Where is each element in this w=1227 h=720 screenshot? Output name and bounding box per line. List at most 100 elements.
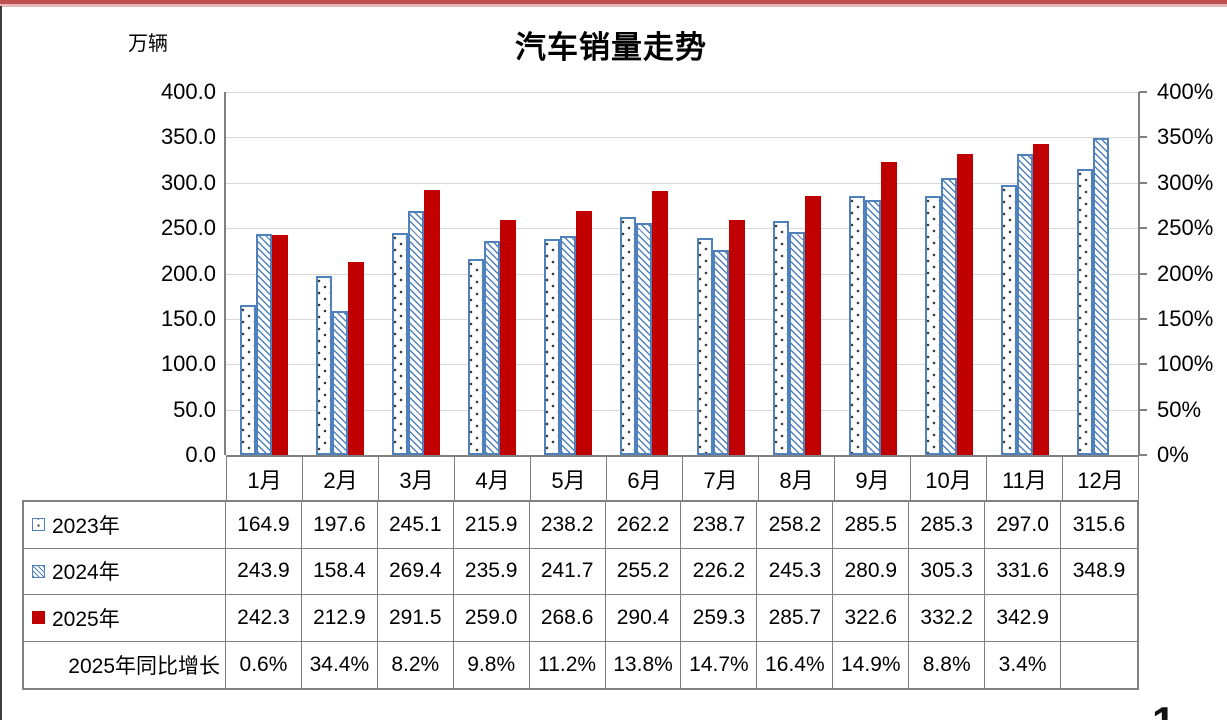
table-cell: 3.4% — [985, 641, 1062, 688]
table-cell: 332.2 — [909, 595, 986, 642]
x-axis-label: 12月 — [1063, 457, 1139, 500]
bar-2023年-11月 — [1000, 185, 1017, 455]
table-cell: 305.3 — [909, 548, 986, 595]
axis-unit-label: 万辆 — [128, 33, 168, 55]
table-cell: 13.8% — [606, 641, 682, 688]
legend-swatch-dotted — [32, 518, 45, 532]
bar-2025年-11月 — [1032, 143, 1049, 455]
grid-line — [226, 137, 1139, 139]
x-axis-label: 4月 — [455, 457, 531, 500]
table-cell: 262.2 — [605, 502, 682, 549]
table-cell: 241.7 — [529, 548, 606, 595]
bar-2023年-6月 — [620, 217, 637, 455]
table-cell: 11.2% — [530, 641, 606, 688]
table-row-label: 2024年 — [24, 548, 226, 595]
table-cell: 8.2% — [378, 641, 454, 688]
table-row-label: 2025年同比增长 — [24, 641, 226, 688]
table-cell: 8.8% — [909, 641, 986, 688]
bar-2023年-10月 — [924, 196, 941, 455]
table-cell — [1061, 642, 1137, 689]
table-row-label: 2025年 — [24, 595, 226, 642]
y2-axis-tick-label: 250% — [1157, 215, 1214, 241]
y2-axis-tick-mark — [1139, 91, 1147, 93]
grid-line — [226, 409, 1139, 411]
bar-2025年-8月 — [804, 195, 821, 455]
bar-2025年-6月 — [652, 191, 669, 455]
bar-2023年-8月 — [772, 220, 789, 455]
bar-2024年-12月 — [1092, 138, 1109, 455]
table-cell: 255.2 — [605, 548, 682, 595]
y-axis-tick-label: 0.0 — [185, 442, 216, 467]
y2-axis-tick-mark — [1139, 317, 1147, 320]
bar-2023年-9月 — [848, 195, 865, 455]
bar-2023年-12月 — [1076, 168, 1093, 455]
bar-2023年-7月 — [696, 238, 713, 455]
table-cell: 268.6 — [529, 595, 606, 642]
x-axis-row: 1月 2月 3月 4月 5月 6月 7月 8月 9月 10月 11月 12月 — [226, 455, 1139, 500]
y2-axis-tick-label: 400% — [1157, 79, 1214, 104]
table-cell: 14.9% — [833, 641, 910, 688]
table-cell: 0.6% — [226, 641, 302, 688]
chart-title: 汽车销量走势 — [515, 30, 707, 65]
table-cell: 297.0 — [985, 502, 1062, 549]
y2-axis-tick-mark — [1139, 227, 1147, 230]
bar-2024年-3月 — [408, 210, 425, 455]
table-cell: 280.9 — [833, 548, 910, 595]
x-axis-label: 1月 — [226, 457, 303, 500]
table-cell: 16.4% — [757, 641, 834, 688]
grid-line — [226, 273, 1139, 275]
grid-line — [226, 182, 1139, 184]
x-axis-label: 2月 — [303, 457, 379, 500]
bar-2025年-5月 — [576, 211, 593, 455]
grid-line — [226, 318, 1139, 320]
table-cell: 285.3 — [909, 502, 986, 549]
series-label: 2024年 — [52, 561, 120, 585]
chart-data-table: 2023年 164.9 197.6 245.1 215.9 238.2 262.2 238.7… — [22, 500, 1139, 690]
table-cell: 245.1 — [377, 502, 454, 549]
page-number: 1 — [1152, 698, 1175, 720]
x-axis-label: 10月 — [911, 457, 987, 500]
bar-2025年-4月 — [500, 219, 517, 455]
y2-axis-tick-mark — [1139, 136, 1147, 139]
x-axis-label: 5月 — [531, 457, 607, 500]
x-axis-label: 9月 — [835, 457, 911, 500]
bar-2024年-11月 — [1016, 154, 1033, 455]
y2-axis-tick-mark — [1139, 363, 1147, 366]
table-cell: 242.3 — [226, 595, 302, 642]
series-label: 2025年同比增长 — [68, 654, 220, 678]
y-axis-line — [224, 92, 226, 455]
table-cell: 14.7% — [681, 641, 758, 688]
y-axis-tick-label: 150.0 — [160, 305, 216, 331]
legend-swatch-solid — [32, 611, 45, 625]
y-axis-tick-label: 250.0 — [160, 215, 216, 241]
y2-axis-tick-mark — [1139, 272, 1147, 275]
bar-2024年-2月 — [332, 311, 349, 455]
table-cell: 34.4% — [302, 641, 378, 688]
table-row-label: 2023年 — [24, 502, 226, 549]
y2-axis-tick-label: 150% — [1157, 305, 1214, 331]
bar-2023年-5月 — [544, 238, 561, 455]
y-axis-tick-label: 350.0 — [160, 124, 216, 150]
bar-2025年-7月 — [728, 219, 745, 455]
y-axis-tick-label: 50.0 — [173, 396, 216, 422]
table-cell: 158.4 — [301, 548, 378, 595]
bar-2025年-10月 — [956, 153, 973, 455]
table-cell: 331.6 — [985, 548, 1062, 595]
legend-swatch-hatch — [32, 564, 45, 578]
y2-axis-tick-mark — [1139, 181, 1147, 184]
table-cell: 348.9 — [1061, 549, 1137, 595]
bar-2024年-6月 — [636, 223, 653, 455]
table-cell: 291.5 — [377, 595, 454, 642]
series-label: 2023年 — [52, 514, 120, 538]
table-cell: 285.7 — [757, 595, 834, 642]
bar-2025年-3月 — [424, 190, 441, 455]
bar-2023年-3月 — [392, 232, 409, 455]
bar-2024年-4月 — [484, 240, 501, 455]
bar-2025年-9月 — [880, 162, 897, 455]
bar-2025年-2月 — [348, 261, 365, 455]
bar-2024年-9月 — [864, 200, 881, 455]
table-cell: 245.3 — [757, 548, 834, 595]
y-axis-tick-label: 400.0 — [160, 79, 216, 104]
bar-2024年-8月 — [788, 232, 805, 455]
